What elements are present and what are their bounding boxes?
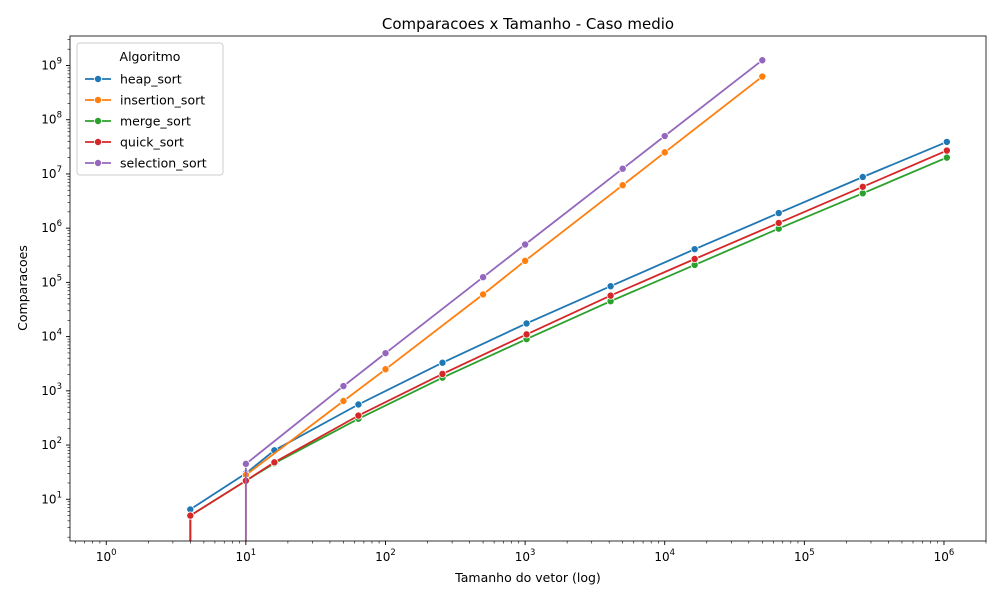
data-point-quick_sort [774, 218, 783, 227]
data-point-insertion_sort [758, 72, 767, 81]
data-point-selection_sort [660, 132, 669, 141]
legend-item-heap_sort: heap_sort [85, 72, 182, 87]
data-point-heap_sort [606, 282, 615, 291]
data-point-insertion_sort [479, 290, 488, 299]
y-tick-label: 105 [41, 273, 62, 289]
series-layer [186, 56, 951, 541]
data-point-heap_sort [942, 137, 951, 146]
data-point-heap_sort [354, 400, 363, 409]
data-point-selection_sort [521, 240, 530, 249]
data-point-heap_sort [438, 358, 447, 367]
data-point-insertion_sort [618, 181, 627, 190]
data-point-quick_sort [690, 254, 699, 263]
legend-label-heap_sort: heap_sort [120, 72, 182, 87]
data-point-quick_sort [270, 458, 279, 467]
y-axis-title: Comparacoes [15, 245, 30, 331]
y-tick-label: 103 [41, 382, 62, 398]
legend-item-merge_sort: merge_sort [85, 114, 191, 129]
data-point-merge_sort [942, 153, 951, 162]
legend-item-insertion_sort: insertion_sort [85, 93, 205, 108]
data-point-insertion_sort [660, 148, 669, 157]
data-point-selection_sort [339, 382, 348, 391]
x-tick-label: 100 [96, 548, 117, 564]
y-tick-label: 107 [41, 165, 62, 181]
data-point-quick_sort [186, 511, 195, 520]
x-tick-label: 103 [515, 548, 536, 564]
data-point-heap_sort [522, 319, 531, 328]
y-tick-label: 106 [41, 219, 62, 235]
x-axis-title: Tamanho do vetor (log) [454, 570, 601, 585]
plot-frame [69, 35, 987, 542]
legend-label-merge_sort: merge_sort [120, 114, 191, 129]
legend-marker-insertion_sort [94, 96, 103, 105]
chart-title: Comparacoes x Tamanho - Caso medio [382, 15, 674, 33]
legend-title: Algoritmo [120, 49, 181, 64]
legend-marker-merge_sort [94, 117, 103, 126]
data-point-insertion_sort [521, 256, 530, 265]
data-point-quick_sort [942, 146, 951, 155]
data-point-selection_sort [618, 164, 627, 173]
data-point-quick_sort [438, 369, 447, 378]
legend-marker-selection_sort [94, 158, 103, 167]
x-tick-label: 101 [236, 548, 257, 564]
y-axis: 101 102 103 104 105 106 107 108 109 [41, 39, 70, 538]
x-tick-label: 102 [375, 548, 396, 564]
series-line-selection_sort [245, 59, 763, 465]
y-tick-label: 109 [41, 57, 62, 73]
data-point-insertion_sort [381, 365, 390, 374]
data-point-quick_sort [858, 182, 867, 191]
data-point-heap_sort [774, 209, 783, 218]
x-axis: 100 101 102 103 104 105 106 [74, 541, 987, 564]
data-point-heap_sort [858, 172, 867, 181]
legend: Algoritmo heap_sort insertion_sort merge_s… [76, 42, 224, 176]
legend-label-quick_sort: quick_sort [120, 135, 184, 150]
y-tick-label: 108 [41, 111, 62, 127]
data-point-selection_sort [758, 56, 767, 65]
data-point-quick_sort [606, 291, 615, 300]
legend-marker-heap_sort [94, 75, 103, 84]
data-point-quick_sort [522, 330, 531, 339]
legend-items: heap_sort insertion_sort merge_sort quick_s… [85, 72, 207, 171]
legend-label-insertion_sort: insertion_sort [120, 93, 205, 108]
data-point-insertion_sort [339, 396, 348, 405]
data-point-heap_sort [690, 245, 699, 254]
series-selection_sort [241, 56, 767, 541]
legend-label-selection_sort: selection_sort [120, 156, 207, 171]
series-line-insertion_sort [245, 75, 763, 476]
y-tick-label: 104 [41, 328, 62, 344]
data-point-quick_sort [354, 411, 363, 420]
legend-box [76, 42, 224, 176]
y-tick-label: 101 [41, 490, 62, 506]
series-quick_sort [186, 146, 951, 541]
x-tick-label: 105 [794, 548, 815, 564]
legend-item-selection_sort: selection_sort [85, 156, 207, 171]
legend-marker-quick_sort [94, 137, 103, 146]
x-tick-label: 106 [934, 548, 955, 564]
data-point-selection_sort [479, 273, 488, 282]
data-point-selection_sort [241, 459, 250, 468]
legend-item-quick_sort: quick_sort [85, 135, 184, 150]
x-tick-label: 104 [654, 548, 675, 564]
data-point-selection_sort [381, 349, 390, 358]
y-tick-label: 102 [41, 436, 62, 452]
